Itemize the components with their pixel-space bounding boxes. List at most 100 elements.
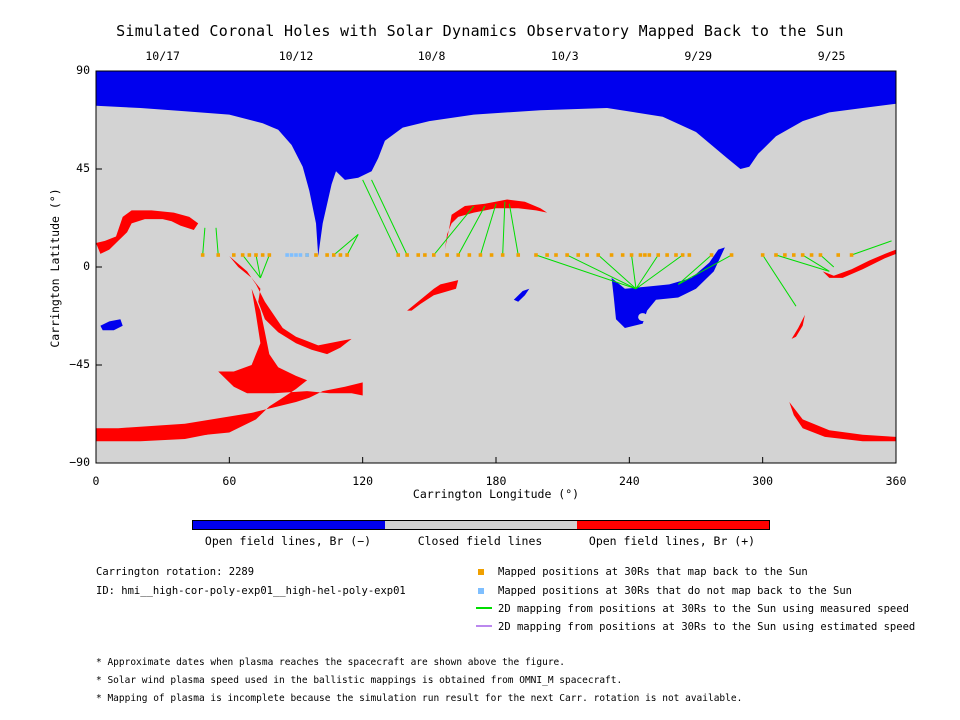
mapped-point	[647, 253, 652, 257]
mapped-point	[216, 253, 221, 257]
coronal-hole-streak-positive	[407, 280, 459, 311]
coronal-hole-southeast-positive	[789, 402, 896, 442]
mapped-point	[396, 253, 401, 257]
unmapped-point	[285, 253, 289, 257]
mapped-point	[534, 253, 538, 257]
mapped-point	[423, 253, 427, 257]
mapped-point	[445, 253, 449, 257]
x-tick-label: 240	[618, 474, 640, 488]
legend-swatch-no-map-back	[478, 588, 484, 594]
axis-ticks	[95, 70, 897, 464]
note-3: * Mapping of plasma is incomplete becaus…	[96, 693, 743, 704]
mapped-point	[680, 253, 685, 257]
mapped-point	[596, 253, 601, 257]
mapping-line	[215, 227, 219, 256]
x-tick-label: 360	[885, 474, 907, 488]
mapping-line	[535, 254, 637, 290]
mapped-point	[247, 253, 252, 257]
y-tick-label: −45	[69, 357, 90, 371]
mapped-point	[674, 253, 678, 257]
mapped-point	[800, 253, 805, 257]
mapping-line	[677, 254, 712, 285]
mapping-line	[635, 254, 659, 290]
mapped-point	[516, 253, 521, 257]
coronal-hole-south-positive	[96, 288, 363, 439]
mapped-point	[849, 253, 854, 257]
mapped-point	[783, 253, 787, 257]
x-axis-label: Carrington Longitude (°)	[412, 487, 580, 501]
coronal-hole-east-positive	[822, 249, 896, 278]
run-id: ID: hmi__high-cor-poly-exp01__high-hel-p…	[96, 585, 406, 597]
mapped-point	[687, 253, 692, 257]
y-axis-label: Carrington Latitude (°)	[48, 188, 62, 348]
y-tick-label: 90	[76, 63, 90, 77]
colorbar-closed	[385, 521, 577, 529]
x-tick-label: 0	[92, 474, 100, 488]
unmapped-point	[289, 253, 294, 257]
mapped-point	[338, 253, 343, 257]
mapped-point	[500, 253, 505, 257]
mapped-point	[431, 253, 436, 257]
chart-title: Simulated Coronal Holes with Solar Dynam…	[116, 22, 844, 40]
coronal-hole-small-negative	[513, 288, 530, 302]
colorbar-label-open-neg: Open field lines, Br (−)	[204, 534, 372, 548]
mapping-line	[259, 254, 270, 279]
mapping-line	[820, 254, 835, 268]
mapped-point	[267, 253, 272, 257]
note-1: * Approximate dates when plasma reaches …	[96, 657, 565, 668]
legend-swatch-measured	[476, 607, 492, 609]
mapping-line	[242, 254, 261, 279]
legend-map-back: Mapped positions at 30Rs that map back t…	[498, 566, 808, 578]
mapping-line	[433, 205, 475, 256]
mapping-line	[631, 254, 637, 289]
top-date-label: 10/8	[417, 49, 446, 63]
mapped-point	[729, 253, 734, 257]
mapped-point	[345, 253, 349, 257]
x-tick-label: 120	[352, 474, 374, 488]
top-date-label: 10/17	[145, 49, 180, 63]
mapped-point	[478, 253, 483, 257]
mapped-point	[760, 253, 765, 257]
mapped-point	[456, 253, 461, 257]
mapped-point	[200, 253, 205, 257]
mapping-line	[202, 227, 206, 256]
mapping-line	[508, 203, 519, 256]
mapping-line	[677, 254, 732, 285]
mapped-point	[554, 253, 558, 257]
coronal-hole-south-edge-positive	[96, 426, 230, 442]
closed-island	[638, 313, 648, 322]
legend-swatch-map-back	[478, 569, 484, 575]
coronal-hole-central-negative	[611, 247, 725, 328]
top-date-label: 9/25	[817, 49, 846, 63]
mapped-point	[254, 253, 258, 257]
mapping-line	[775, 254, 830, 272]
mapped-point	[467, 253, 472, 257]
mapped-point	[791, 253, 796, 257]
mapping-line	[457, 205, 486, 256]
x-tick-label: 300	[752, 474, 774, 488]
mapped-point	[585, 253, 589, 257]
mapped-point	[405, 253, 409, 257]
mapped-point	[609, 253, 614, 257]
mapped-point	[818, 253, 823, 257]
x-tick-label: 60	[222, 474, 237, 488]
mapped-point	[576, 253, 581, 257]
mapped-point	[565, 253, 569, 257]
colorbar-label-open-pos: Open field lines, Br (+)	[588, 534, 756, 548]
mapped-point	[545, 253, 549, 257]
coronal-hole-northwest-positive	[96, 210, 199, 254]
mapped-point	[240, 253, 245, 257]
y-tick-label: −90	[69, 455, 90, 469]
mapping-line	[597, 254, 637, 290]
legend-swatch-estimated	[476, 625, 492, 627]
mapping-line	[371, 179, 408, 256]
unmapped-point	[305, 253, 309, 257]
mapped-point	[774, 253, 778, 257]
x-tick-label: 180	[485, 474, 507, 488]
mapping-line	[333, 233, 359, 256]
mapping-line	[802, 254, 830, 272]
mapping-line	[346, 234, 359, 256]
mapped-point	[620, 253, 625, 257]
mapping-line	[851, 240, 892, 256]
